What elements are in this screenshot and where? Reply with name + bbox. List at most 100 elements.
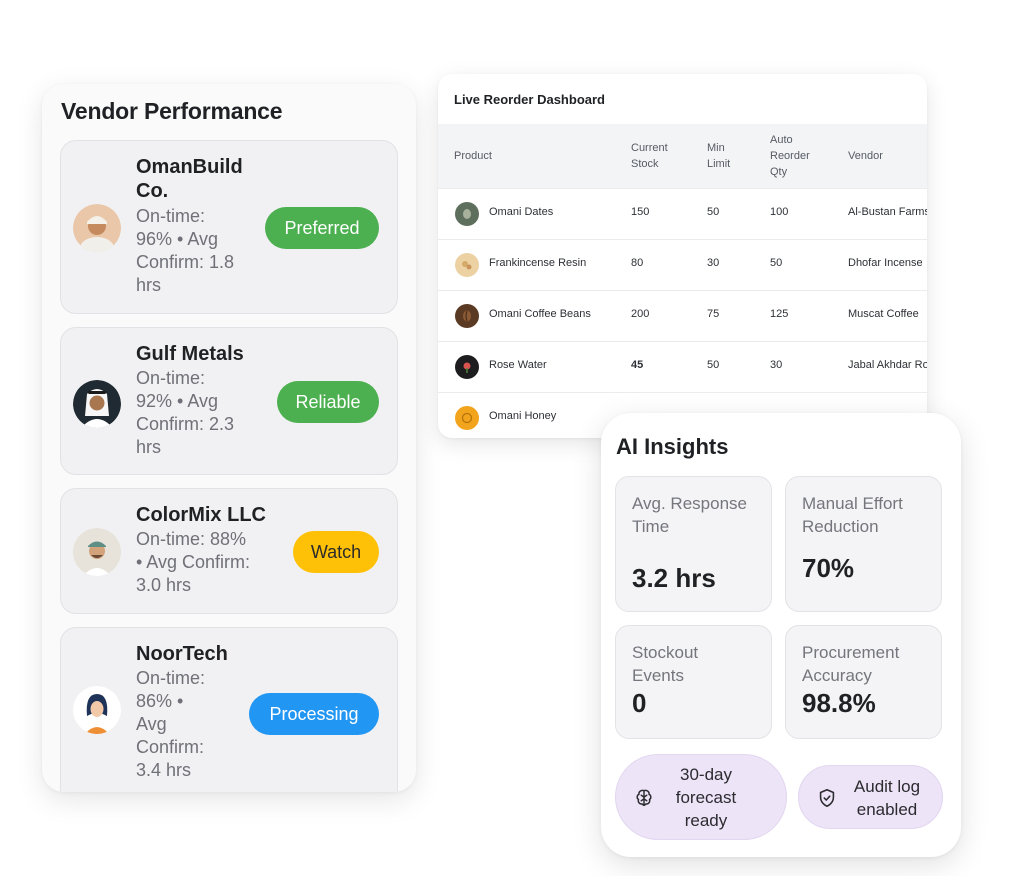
- brain-icon: [633, 787, 655, 809]
- honey-icon: [455, 406, 479, 430]
- metric-label-line: Manual Effort: [802, 494, 903, 513]
- pill-line: enabled: [856, 800, 918, 819]
- product-name: Omani Dates: [489, 206, 554, 218]
- column-header-min-limit[interactable]: Min Limit: [707, 140, 730, 172]
- rose-icon: [455, 355, 479, 379]
- vendor-meta-line: 3.4 hrs: [136, 760, 192, 780]
- current-stock-low: 45: [631, 359, 644, 371]
- vendor-meta-line: Confirm: 2.3: [136, 414, 235, 434]
- product-name: Frankincense Resin: [489, 257, 587, 269]
- vendor-meta-line: Confirm: 1.8: [136, 252, 235, 272]
- vendor-meta-line: 92% • Avg: [136, 391, 219, 411]
- table-row[interactable]: Frankincense Resin 80 30 50 Dhofar Incen…: [438, 239, 927, 290]
- vendor-card-noortech[interactable]: NoorTech On-time: 86% • Avg Confirm: 3.4…: [60, 627, 398, 792]
- product-name: Omani Coffee Beans: [489, 308, 591, 320]
- vendor-name: Jabal Akhdar Roses: [848, 359, 927, 371]
- coffee-icon: [455, 304, 479, 328]
- current-stock: 150: [631, 206, 650, 218]
- vendor-card-gulf-metals[interactable]: Gulf Metals On-time: 92% • Avg Confirm: …: [60, 327, 398, 475]
- column-header-auto-reorder[interactable]: Auto Reorder Qty: [770, 132, 810, 180]
- vendor-meta-line: hrs: [136, 437, 162, 457]
- metric-label-line: Procurement: [802, 643, 900, 662]
- status-badge-preferred[interactable]: Preferred: [265, 207, 379, 249]
- vendor-name-line: OmanBuild: [136, 156, 243, 178]
- vendor-card-omanbuild[interactable]: OmanBuild Co. On-time: 96% • Avg Confirm…: [60, 140, 398, 314]
- metric-value: 98.8%: [802, 688, 876, 718]
- auto-reorder-qty: 100: [770, 206, 789, 218]
- vendor-performance-panel: Vendor Performance OmanBuild Co. On-time…: [42, 84, 416, 792]
- vendor-meta-line: On-time:: [136, 368, 206, 388]
- column-header-vendor[interactable]: Vendor: [848, 150, 883, 162]
- vendor-meta-line: 3.0 hrs: [136, 575, 192, 595]
- vendor-name: Dhofar Incense: [848, 257, 923, 269]
- min-limit: 50: [707, 206, 720, 218]
- current-stock: 80: [631, 257, 644, 269]
- resin-icon: [455, 253, 479, 277]
- min-limit: 50: [707, 359, 720, 371]
- dashboard-title: Live Reorder Dashboard: [454, 92, 605, 107]
- vendor-meta-line: 96% • Avg: [136, 229, 219, 249]
- vendor-meta-line: On-time: 88%: [136, 529, 247, 549]
- column-header-line: Stock: [631, 158, 659, 170]
- vendor-name: Muscat Coffee: [848, 308, 919, 320]
- column-header-line: Current: [631, 142, 668, 154]
- vendor-name-line: Co.: [136, 180, 169, 202]
- vendor-meta-line: Avg: [136, 714, 167, 734]
- vendor-meta-line: Confirm:: [136, 737, 205, 757]
- metric-label-line: Avg. Response: [632, 494, 747, 513]
- auto-reorder-qty: 30: [770, 359, 783, 371]
- forecast-ready-pill[interactable]: 30-day forecast ready: [615, 754, 787, 840]
- man-ghutra-icon: [73, 380, 121, 428]
- metric-label-line: Accuracy: [802, 666, 872, 685]
- ai-insights-title: AI Insights: [616, 434, 729, 459]
- shield-check-icon: [816, 787, 838, 809]
- dates-icon: [455, 202, 479, 226]
- metric-label-line: Time: [632, 517, 670, 536]
- vendor-name: ColorMix LLC: [136, 504, 266, 526]
- vendor-meta-line: On-time:: [136, 668, 206, 688]
- vendor-meta-line: 86% •: [136, 691, 184, 711]
- vendor-panel-title: Vendor Performance: [61, 98, 283, 124]
- column-header-line: Qty: [770, 166, 788, 178]
- status-badge-watch[interactable]: Watch: [293, 531, 379, 573]
- product-name: Omani Honey: [489, 410, 557, 422]
- table-row[interactable]: Omani Coffee Beans 200 75 125 Muscat Cof…: [438, 290, 927, 341]
- metric-card-stockout-events: Stockout Events 0: [615, 625, 772, 739]
- ai-insights-panel: AI Insights Avg. Response Time 3.2 hrs M…: [601, 413, 961, 857]
- metric-label-line: Reduction: [802, 517, 879, 536]
- min-limit: 75: [707, 308, 720, 320]
- vendor-card-colormix[interactable]: ColorMix LLC On-time: 88% • Avg Confirm:…: [60, 488, 398, 614]
- reorder-dashboard-panel: Live Reorder Dashboard Product Current S…: [438, 74, 927, 438]
- column-header-product[interactable]: Product: [454, 150, 492, 162]
- table-row[interactable]: Omani Dates 150 50 100 Al-Bustan Farms: [438, 188, 927, 239]
- metric-value: 70%: [802, 553, 855, 583]
- column-header-line: Limit: [707, 158, 731, 170]
- table-row-low-stock[interactable]: Rose Water 45 50 30 Jabal Akhdar Roses: [438, 341, 927, 392]
- vendor-name: Gulf Metals: [136, 343, 244, 365]
- vendor-name: Al-Bustan Farms: [848, 206, 927, 218]
- current-stock: 200: [631, 308, 650, 320]
- status-badge-reliable[interactable]: Reliable: [277, 381, 379, 423]
- status-badge-processing[interactable]: Processing: [249, 693, 379, 735]
- pill-line: forecast: [675, 788, 737, 807]
- min-limit: 30: [707, 257, 720, 269]
- pill-line: ready: [684, 811, 728, 830]
- pill-line: 30-day: [680, 765, 732, 784]
- woman-hijab-icon: [73, 686, 121, 734]
- metric-value: 0: [632, 688, 647, 718]
- metric-label-line: Stockout: [632, 643, 699, 662]
- table-header: Product Current Stock Min Limit Auto Reo…: [438, 124, 927, 188]
- vendor-name: NoorTech: [136, 643, 228, 665]
- vendor-meta-line: On-time:: [136, 206, 206, 226]
- metric-card-manual-effort: Manual Effort Reduction 70%: [785, 476, 942, 612]
- column-header-current-stock[interactable]: Current Stock: [631, 140, 668, 172]
- pill-line: Audit log: [853, 777, 921, 796]
- table-row[interactable]: Omani Honey: [438, 392, 927, 438]
- man-kumma-icon: [73, 528, 121, 576]
- metric-label-line: Events: [632, 666, 684, 685]
- auto-reorder-qty: 50: [770, 257, 783, 269]
- vendor-meta-line: • Avg Confirm:: [136, 552, 251, 572]
- audit-log-pill[interactable]: Audit log enabled: [798, 765, 943, 829]
- column-header-line: Reorder: [770, 150, 810, 162]
